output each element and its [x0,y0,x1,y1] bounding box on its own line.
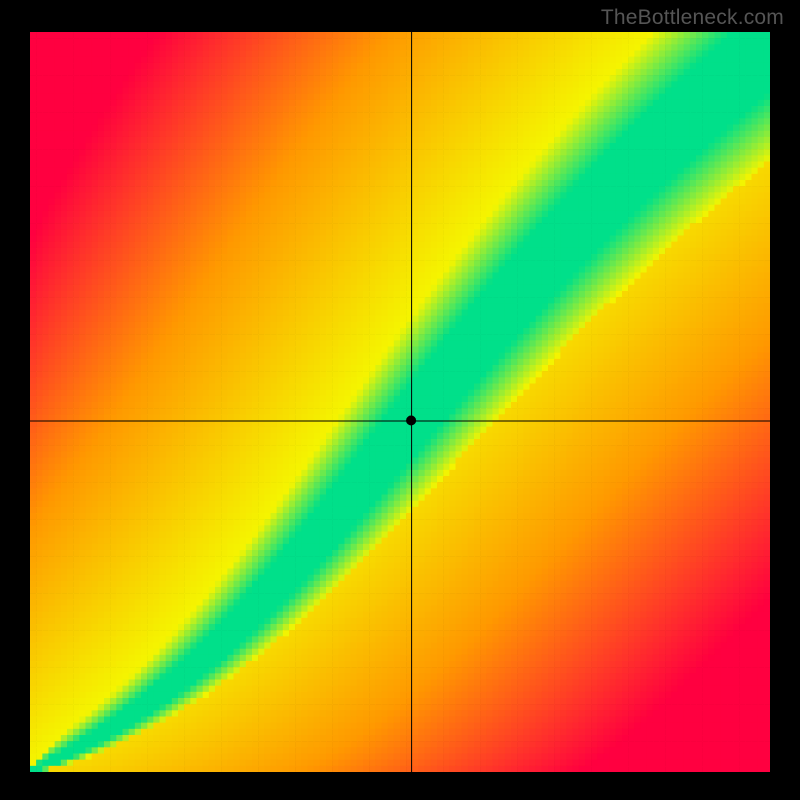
chart-wrap: TheBottleneck.com [0,0,800,800]
watermark-text: TheBottleneck.com [601,6,784,30]
heatmap-canvas [30,32,770,772]
